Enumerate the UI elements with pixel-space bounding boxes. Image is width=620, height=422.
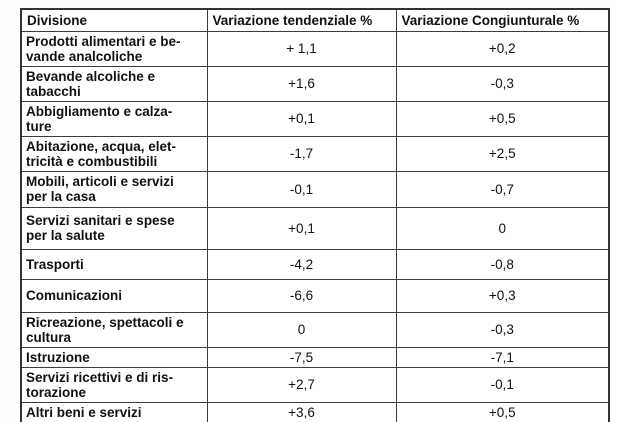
division-cell: Abbigliamento e calza- ture — [20, 100, 208, 137]
column-header-divisione: Divisione — [20, 8, 208, 32]
congiunturale-cell: +2,5 — [395, 135, 610, 172]
tendenziale-cell: -6,6 — [206, 278, 397, 313]
tendenziale-cell: +2,7 — [206, 366, 397, 403]
table-row: Comunicazioni -6,6 +0,3 — [20, 278, 610, 313]
division-cell: Servizi ricettivi e di ris- torazione — [20, 366, 208, 403]
congiunturale-cell: -0,7 — [395, 170, 610, 208]
division-cell: Ricreazione, spettacoli e cultura — [20, 311, 208, 348]
congiunturale-cell: -0,1 — [395, 366, 610, 403]
tendenziale-cell: +3,6 — [206, 401, 397, 422]
division-cell: Prodotti alimentari e be- vande analcoli… — [20, 30, 208, 67]
table-row: Mobili, articoli e servizi per la casa -0… — [20, 170, 610, 208]
division-cell: Altri beni e servizi — [20, 401, 208, 422]
table-row: Servizi sanitari e spese per la salute +0… — [20, 206, 610, 250]
division-cell: Comunicazioni — [20, 278, 208, 313]
tendenziale-cell: 0 — [206, 311, 397, 348]
tendenziale-cell: -7,5 — [206, 346, 397, 368]
division-cell: Trasporti — [20, 248, 208, 280]
tendenziale-cell: -4,2 — [206, 248, 397, 280]
table-row: Altri beni e servizi +3,6 +0,5 — [20, 401, 610, 422]
congiunturale-cell: +0,5 — [395, 100, 610, 137]
tendenziale-cell: + 1,1 — [206, 30, 397, 67]
congiunturale-cell: +0,2 — [395, 30, 610, 67]
tendenziale-cell: +0,1 — [206, 206, 397, 250]
table-row: Istruzione -7,5 -7,1 — [20, 346, 610, 368]
division-cell: Servizi sanitari e spese per la salute — [20, 206, 208, 250]
table-row: Bevande alcoliche e tabacchi +1,6 -0,3 — [20, 65, 610, 102]
price-variation-table: Divisione Variazione tendenziale % Varia… — [20, 8, 610, 422]
congiunturale-cell: -0,8 — [395, 248, 610, 280]
congiunturale-cell: -0,3 — [395, 311, 610, 348]
congiunturale-cell: 0 — [395, 206, 610, 250]
column-header-variazione-tendenziale: Variazione tendenziale % — [206, 8, 397, 32]
table-row: Trasporti -4,2 -0,8 — [20, 248, 610, 280]
table-row: Ricreazione, spettacoli e cultura 0 -0,3 — [20, 311, 610, 348]
table-row: Servizi ricettivi e di ris- torazione +2,… — [20, 366, 610, 403]
congiunturale-cell: +0,3 — [395, 278, 610, 313]
congiunturale-cell: -7,1 — [395, 346, 610, 368]
division-cell: Abitazione, acqua, elet- tricità e combu… — [20, 135, 208, 172]
tendenziale-cell: +0,1 — [206, 100, 397, 137]
congiunturale-cell: +0,5 — [395, 401, 610, 422]
division-cell: Bevande alcoliche e tabacchi — [20, 65, 208, 102]
table-body: Prodotti alimentari e be- vande analcoli… — [20, 30, 610, 422]
division-cell: Mobili, articoli e servizi per la casa — [20, 170, 208, 208]
tendenziale-cell: +1,6 — [206, 65, 397, 102]
header-row: Divisione Variazione tendenziale % Varia… — [20, 8, 610, 32]
table-row: Abbigliamento e calza- ture +0,1 +0,5 — [20, 100, 610, 137]
table-row: Prodotti alimentari e be- vande analcoli… — [20, 30, 610, 67]
division-cell: Istruzione — [20, 346, 208, 368]
tendenziale-cell: -0,1 — [206, 170, 397, 208]
congiunturale-cell: -0,3 — [395, 65, 610, 102]
tendenziale-cell: -1,7 — [206, 135, 397, 172]
table-row: Abitazione, acqua, elet- tricità e combu… — [20, 135, 610, 172]
column-header-variazione-congiunturale: Variazione Congiunturale % — [395, 8, 610, 32]
